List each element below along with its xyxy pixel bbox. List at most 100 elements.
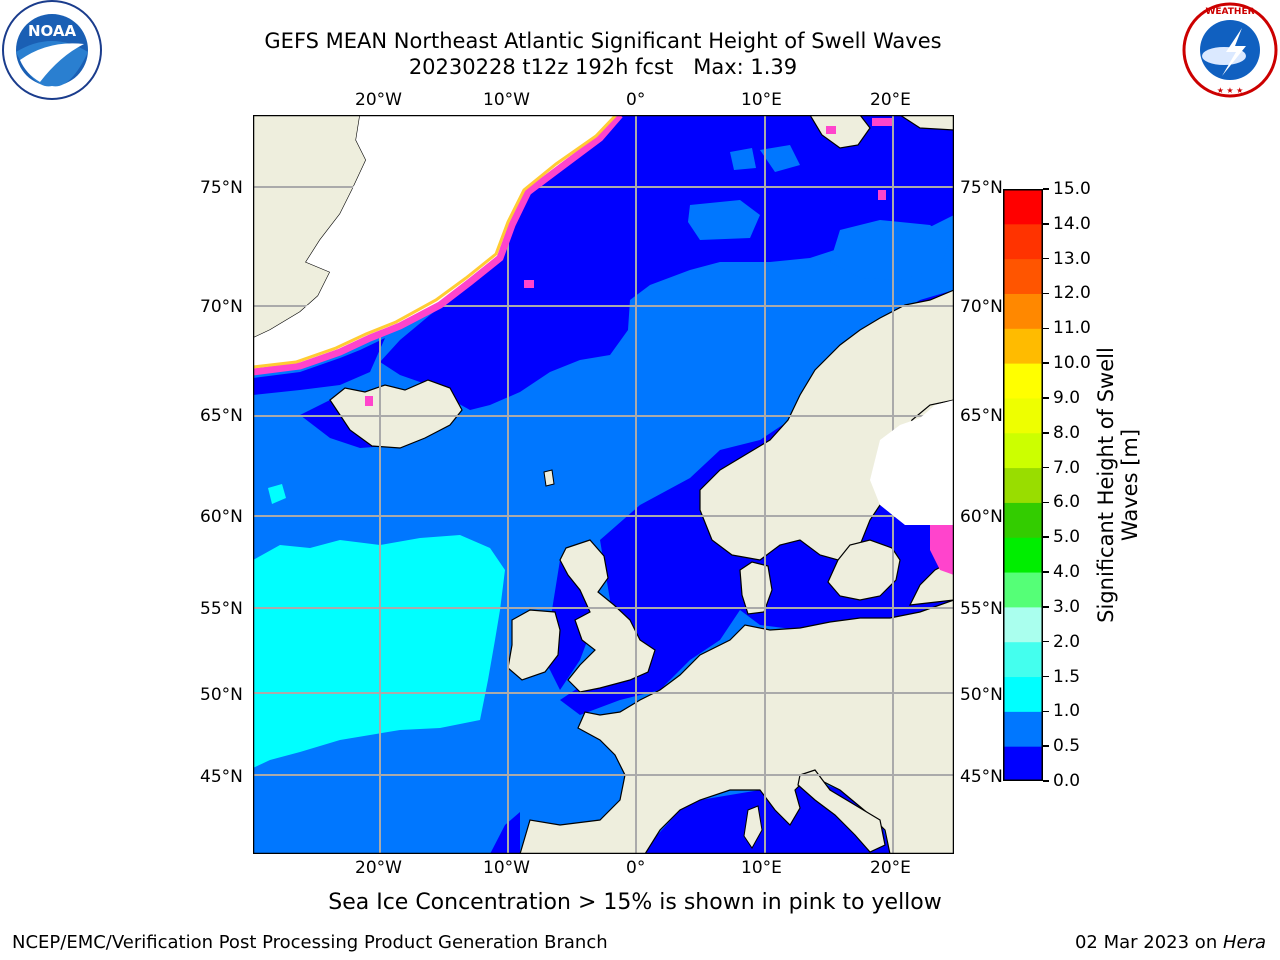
lon-label-bottom: 20°W	[355, 858, 402, 878]
colorbar-tick-label: 2.0	[1053, 631, 1081, 652]
svg-text:NOAA: NOAA	[28, 22, 77, 40]
colorbar-tick-mark	[1043, 640, 1049, 643]
colorbar-segment	[1003, 363, 1043, 399]
colorbar-tick-label: 13.0	[1053, 248, 1091, 269]
lat-label-right: 45°N	[960, 767, 1003, 787]
land-italy	[797, 769, 886, 853]
ocean-patch	[760, 145, 800, 172]
land-faroe	[543, 469, 555, 487]
colorbar-tick-label: 5.0	[1053, 527, 1081, 548]
colorbar-segment	[1003, 189, 1043, 225]
sea-ice-spot	[872, 118, 892, 126]
lat-label-left: 50°N	[200, 685, 243, 705]
colorbar-segment	[1003, 328, 1043, 364]
ocean-swell-spot	[268, 484, 286, 504]
footer-right: 02 Mar 2023 on Hera	[1075, 932, 1266, 953]
sea-ice-greenland	[253, 115, 620, 372]
land-iceland	[329, 379, 463, 449]
colorbar-tick-mark	[1043, 188, 1049, 190]
ice-caption: Sea Ice Concentration > 15% is shown in …	[328, 890, 942, 915]
lat-label-right: 65°N	[960, 406, 1003, 426]
colorbar-tick-mark	[1043, 397, 1049, 399]
footer-left: NCEP/EMC/Verification Post Processing Pr…	[12, 932, 608, 953]
colorbar-tick-mark	[1043, 606, 1049, 608]
lon-label-bottom: 10°W	[483, 858, 530, 878]
ocean-patch	[830, 220, 950, 280]
colorbar-tick-label: 9.0	[1053, 387, 1081, 408]
ocean-low-norwegian-sea	[380, 115, 954, 410]
colorbar-segment	[1003, 676, 1043, 712]
colorbar-tick-mark	[1043, 292, 1049, 295]
sea-ice-edge-yellow	[253, 115, 618, 369]
sea-ice-spot	[524, 280, 534, 288]
colorbar-tick-label: 6.0	[1053, 492, 1081, 513]
colorbar-tick-label: 10.0	[1053, 353, 1091, 374]
lat-label-left: 60°N	[200, 507, 243, 527]
colorbar-segment	[1003, 606, 1043, 643]
noaa-logo: NOAA	[0, 0, 104, 100]
lat-label-left: 75°N	[200, 178, 243, 198]
colorbar-tick-label: 0.5	[1053, 736, 1081, 757]
land-svalbard-east	[898, 115, 954, 131]
lon-label-top: 10°W	[483, 90, 530, 110]
nws-logo: WEATHER ★ ★ ★	[1180, 0, 1280, 100]
sea-ice-spot	[878, 190, 886, 200]
colorbar-tick-label: 3.0	[1053, 596, 1081, 617]
colorbar-segment	[1003, 293, 1043, 329]
lat-label-right: 60°N	[960, 507, 1003, 527]
lat-label-right: 75°N	[960, 178, 1003, 198]
colorbar-tick-label: 11.0	[1053, 318, 1091, 339]
colorbar-tick-label: 4.0	[1053, 562, 1081, 583]
colorbar-segment	[1003, 711, 1043, 747]
lon-label-top: 0°	[626, 90, 646, 110]
sea-ice-edge-pink	[253, 115, 623, 376]
colorbar-tick-mark	[1043, 362, 1049, 364]
sea-ice-bothnia	[870, 400, 954, 525]
footer-host: Hera	[1222, 932, 1266, 953]
colorbar-tick-mark	[1043, 327, 1049, 330]
lon-label-top: 10°E	[741, 90, 782, 110]
colorbar-tick-mark	[1043, 675, 1049, 678]
colorbar-tick-mark	[1043, 780, 1049, 782]
land-svalbard	[809, 115, 871, 149]
colorbar-label-text: Significant Height of Swell Waves [m]	[1094, 347, 1142, 623]
colorbar-tick-label: 1.0	[1053, 701, 1081, 722]
colorbar-tick-label: 0.0	[1053, 771, 1081, 791]
lon-label-bottom: 20°E	[870, 858, 911, 878]
sea-ice-gulf-finland	[930, 525, 954, 575]
lat-label-left: 65°N	[200, 406, 243, 426]
colorbar-tick-mark	[1043, 745, 1049, 747]
colorbar-tick-mark	[1043, 257, 1049, 260]
colorbar-tick-label: 14.0	[1053, 213, 1091, 234]
sea-ice-spot	[826, 126, 836, 134]
lon-label-top: 20°E	[870, 90, 911, 110]
colorbar-tick-mark	[1043, 223, 1049, 225]
title-line-2: 20230228 t12z 192h fcst Max: 1.39	[408, 55, 798, 79]
colorbar-segment	[1003, 432, 1043, 469]
colorbar-tick-mark	[1043, 466, 1049, 469]
lat-label-right: 50°N	[960, 685, 1003, 705]
colorbar-border	[1003, 189, 1043, 781]
ocean-low-biscay	[490, 812, 520, 854]
ocean-low-greenland-strait	[253, 338, 385, 395]
colorbar-segment	[1003, 258, 1043, 294]
map-panel	[253, 115, 954, 854]
colorbar-segment	[1003, 467, 1043, 503]
colorbar-tick-label: 8.0	[1053, 422, 1081, 443]
colorbar-segment	[1003, 572, 1043, 608]
chart-title: GEFS MEAN Northeast Atlantic Significant…	[0, 28, 1206, 80]
land-corsica-sardinia	[743, 805, 763, 849]
title-line-1: GEFS MEAN Northeast Atlantic Significant…	[264, 29, 942, 53]
colorbar-segment	[1003, 641, 1043, 678]
colorbar	[1003, 189, 1043, 781]
lat-label-right: 70°N	[960, 297, 1003, 317]
land-ireland	[507, 609, 561, 681]
colorbar-tick-label: 1.5	[1053, 666, 1081, 687]
colorbar-tick-mark	[1043, 432, 1049, 434]
lon-label-bottom: 0°	[626, 858, 646, 878]
colorbar-tick-label: 15.0	[1053, 179, 1091, 199]
colorbar-segment	[1003, 502, 1043, 538]
sea-ice-spot	[365, 396, 373, 406]
colorbar-tick-mark	[1043, 536, 1049, 538]
land-baltic-east	[908, 559, 954, 606]
